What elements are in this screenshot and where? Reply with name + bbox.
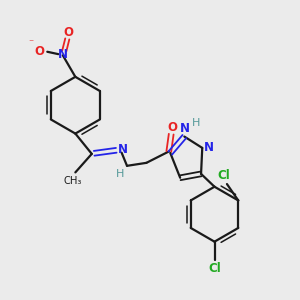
Text: N: N <box>180 122 190 135</box>
Text: H: H <box>191 118 200 128</box>
Text: CH₃: CH₃ <box>64 176 82 186</box>
Text: Cl: Cl <box>218 169 230 182</box>
Text: N: N <box>118 143 128 156</box>
Text: ⁻: ⁻ <box>28 38 33 48</box>
Text: O: O <box>64 26 74 39</box>
Text: O: O <box>167 121 177 134</box>
Text: O: O <box>34 45 44 58</box>
Text: Cl: Cl <box>208 262 221 275</box>
Text: N: N <box>204 141 214 154</box>
Text: H: H <box>116 169 124 179</box>
Text: N: N <box>58 48 68 61</box>
